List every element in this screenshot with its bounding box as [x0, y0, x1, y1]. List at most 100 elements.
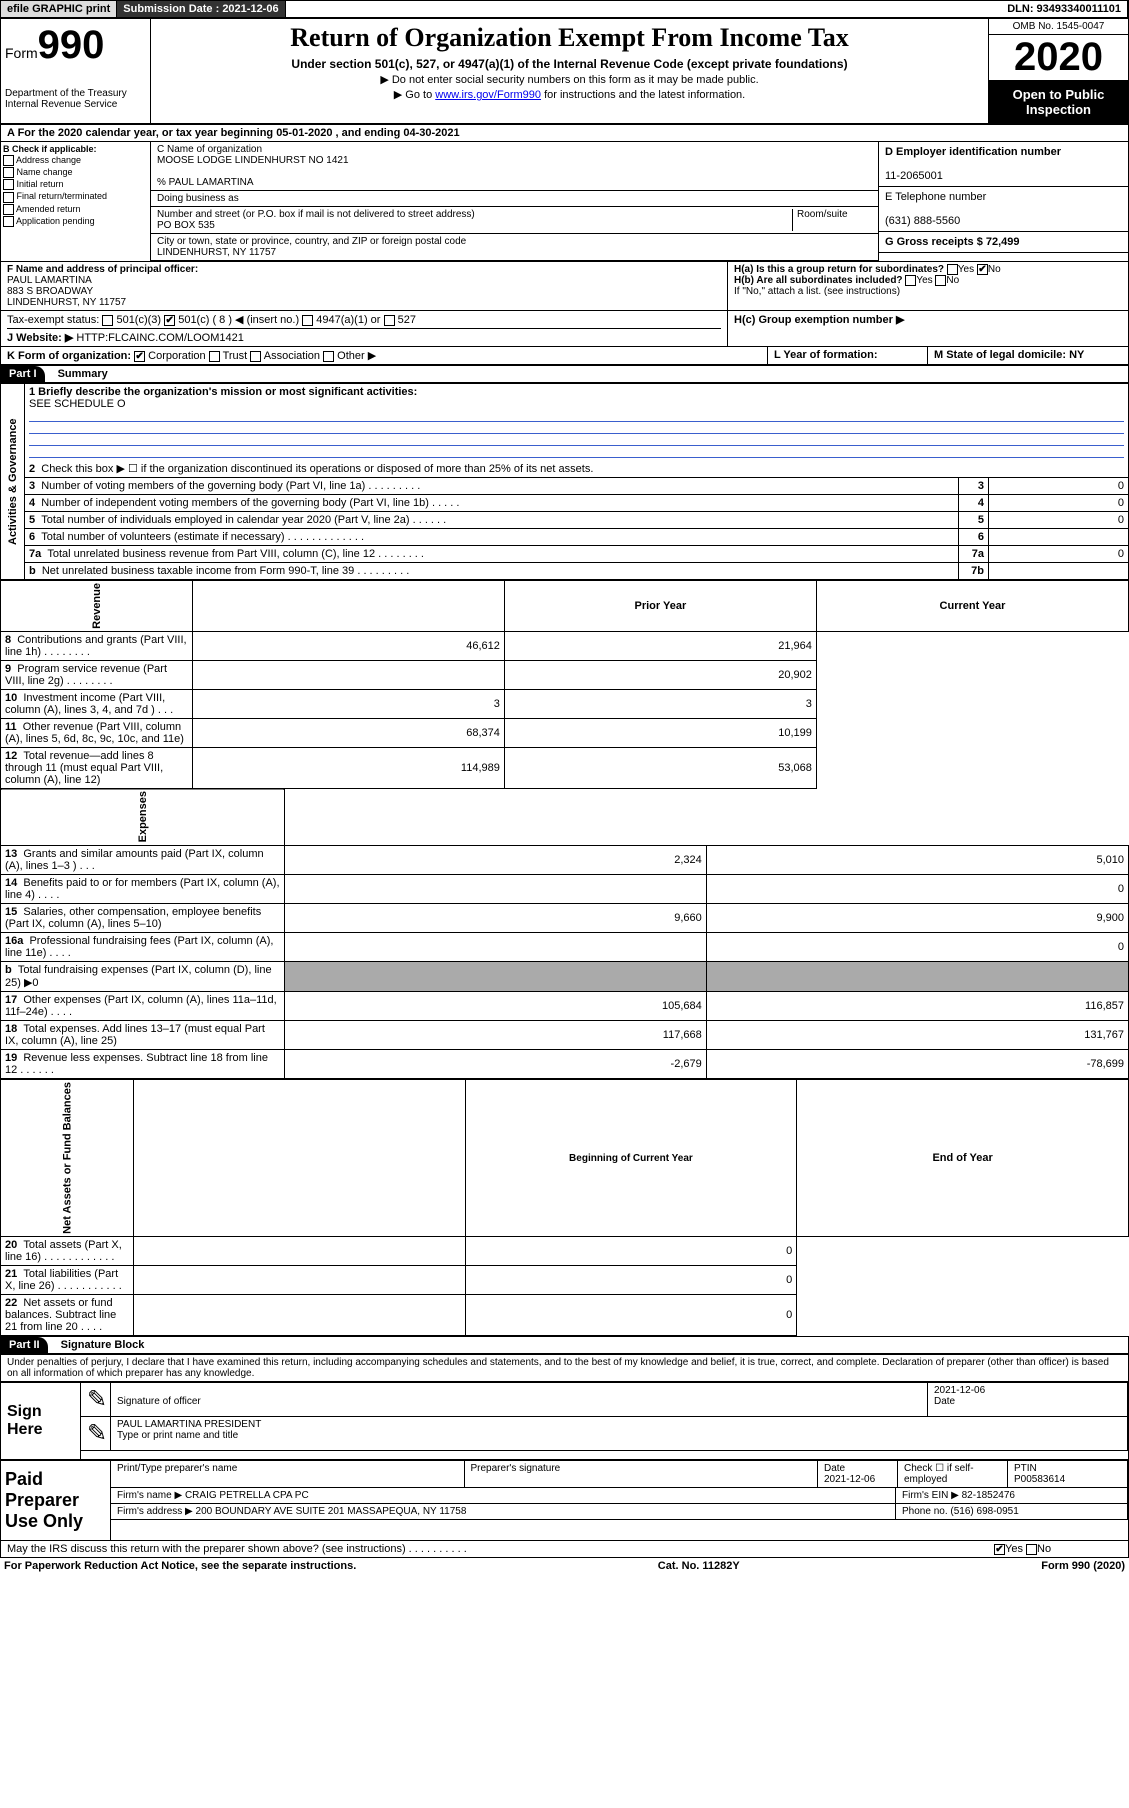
firm-addr: 200 BOUNDARY AVE SUITE 201 MASSAPEQUA, N…: [196, 1506, 467, 1517]
hdr-end: End of Year: [797, 1080, 1129, 1237]
table-row: 19 Revenue less expenses. Subtract line …: [1, 1050, 1129, 1079]
form-title: Return of Organization Exempt From Incom…: [155, 23, 984, 53]
hb-no[interactable]: [935, 275, 946, 286]
discuss-row: May the IRS discuss this return with the…: [0, 1541, 1129, 1558]
discuss-yes[interactable]: ✔: [994, 1544, 1005, 1555]
footer-mid: Cat. No. 11282Y: [658, 1560, 740, 1572]
cb-final-return[interactable]: Final return/terminated: [3, 191, 148, 202]
row-fh: F Name and address of principal officer:…: [0, 261, 1129, 311]
footer: For Paperwork Reduction Act Notice, see …: [0, 1558, 1129, 1574]
col-b-checkboxes: B Check if applicable: Address change Na…: [1, 142, 151, 261]
gross-receipts: G Gross receipts $ 72,499: [885, 236, 1020, 248]
city: LINDENHURST, NY 11757: [157, 247, 276, 258]
pen-icon: ✎: [81, 1383, 111, 1416]
care-of: % PAUL LAMARTINA: [157, 177, 254, 188]
sign-here-label: Sign Here: [1, 1383, 81, 1459]
table-row: 14 Benefits paid to or for members (Part…: [1, 875, 1129, 904]
table-row: 6 Total number of volunteers (estimate i…: [1, 529, 1129, 546]
f-label: F Name and address of principal officer:: [7, 264, 198, 275]
table-row: 10 Investment income (Part VIII, column …: [1, 689, 1129, 718]
q2-label: Check this box ▶ ☐ if the organization d…: [41, 463, 593, 475]
cb-501c[interactable]: ✔: [164, 315, 175, 326]
table-row: 15 Salaries, other compensation, employe…: [1, 904, 1129, 933]
header-left: Form990 Department of the Treasury Inter…: [1, 19, 151, 123]
pp-check[interactable]: Check ☐ if self-employed: [898, 1461, 1008, 1487]
section-bcd: B Check if applicable: Address change Na…: [0, 142, 1129, 261]
firm-addr-label: Firm's address ▶: [117, 1506, 193, 1517]
tax-status-label: Tax-exempt status:: [7, 314, 99, 326]
sig-name-label: Type or print name and title: [117, 1430, 238, 1441]
cb-corp[interactable]: ✔: [134, 351, 145, 362]
paid-preparer-label: Paid Preparer Use Only: [1, 1461, 111, 1540]
ha-no[interactable]: ✔: [977, 264, 988, 275]
sig-officer-label: Signature of officer: [117, 1396, 201, 1407]
summary-table: Activities & Governance 1 Briefly descri…: [0, 383, 1129, 580]
dept-label: Department of the Treasury Internal Reve…: [5, 88, 146, 110]
perjury-text: Under penalties of perjury, I declare th…: [0, 1354, 1129, 1382]
vert-rev: Revenue: [1, 581, 193, 632]
m-label: M State of legal domicile: NY: [934, 349, 1084, 361]
table-row: 4 Number of independent voting members o…: [1, 495, 1129, 512]
cb-501c3[interactable]: [102, 315, 113, 326]
sig-date: 2021-12-06: [934, 1385, 985, 1396]
table-row: 17 Other expenses (Part IX, column (A), …: [1, 992, 1129, 1021]
cb-trust[interactable]: [209, 351, 220, 362]
vert-ag: Activities & Governance: [1, 384, 25, 580]
part1-title: Summary: [48, 368, 108, 380]
table-row: 21 Total liabilities (Part X, line 26) .…: [1, 1266, 1129, 1295]
pp-date: 2021-12-06: [824, 1474, 875, 1485]
form-note-link: ▶ Go to www.irs.gov/Form990 for instruct…: [155, 88, 984, 101]
footer-right: Form 990 (2020): [1041, 1560, 1125, 1572]
ptin: P00583614: [1014, 1474, 1065, 1485]
sig-name: PAUL LAMARTINA PRESIDENT: [117, 1419, 261, 1430]
cb-pending[interactable]: Application pending: [3, 216, 148, 227]
hdr-current: Current Year: [816, 581, 1128, 632]
cb-initial-return[interactable]: Initial return: [3, 179, 148, 190]
dln: DLN: 93493340011101: [1001, 1, 1128, 17]
cb-4947[interactable]: [302, 315, 313, 326]
irs-link[interactable]: www.irs.gov/Form990: [435, 89, 541, 101]
row-klm: K Form of organization: ✔ Corporation Tr…: [0, 347, 1129, 365]
cb-other[interactable]: [323, 351, 334, 362]
firm-name: CRAIG PETRELLA CPA PC: [185, 1490, 309, 1501]
form-label: Form: [5, 45, 38, 61]
f-name: PAUL LAMARTINA: [7, 275, 92, 286]
q1-label: 1 Briefly describe the organization's mi…: [29, 386, 417, 398]
cb-address-change[interactable]: Address change: [3, 155, 148, 166]
col-b-label: B Check if applicable:: [3, 144, 97, 154]
cb-name-change[interactable]: Name change: [3, 167, 148, 178]
table-row: 9 Program service revenue (Part VIII, li…: [1, 660, 1129, 689]
vert-na: Net Assets or Fund Balances: [1, 1080, 134, 1237]
form-header: Form990 Department of the Treasury Inter…: [0, 18, 1129, 124]
form-note-ssn: ▶ Do not enter social security numbers o…: [155, 73, 984, 86]
table-row: 22 Net assets or fund balances. Subtract…: [1, 1295, 1129, 1336]
cb-527[interactable]: [384, 315, 395, 326]
netassets-table: Net Assets or Fund Balances Beginning of…: [0, 1079, 1129, 1336]
ha-yes[interactable]: [947, 264, 958, 275]
form-number: 990: [38, 23, 105, 67]
cb-amended[interactable]: Amended return: [3, 204, 148, 215]
pp-name-label: Print/Type preparer's name: [111, 1461, 465, 1487]
omb-number: OMB No. 1545-0047: [989, 19, 1128, 35]
phone: (516) 698-0951: [950, 1506, 1018, 1517]
l-label: L Year of formation:: [774, 349, 878, 361]
room-label: Room/suite: [792, 209, 872, 231]
tax-year: 2020: [989, 35, 1128, 81]
part2-label: Part II: [1, 1337, 48, 1353]
org-name: MOOSE LODGE LINDENHURST NO 1421: [157, 155, 349, 166]
expenses-table: Expenses 13 Grants and similar amounts p…: [0, 789, 1129, 1079]
discuss-no[interactable]: [1026, 1544, 1037, 1555]
table-row: b Net unrelated business taxable income …: [1, 563, 1129, 580]
inspection-label: Open to Public Inspection: [989, 81, 1128, 123]
hb-label: H(b) Are all subordinates included?: [734, 275, 903, 286]
header-right: OMB No. 1545-0047 2020 Open to Public In…: [988, 19, 1128, 123]
part1-header: Part I Summary: [0, 365, 1129, 383]
preparer-block: Paid Preparer Use Only Print/Type prepar…: [0, 1460, 1129, 1541]
cb-assoc[interactable]: [250, 351, 261, 362]
table-row: 11 Other revenue (Part VIII, column (A),…: [1, 718, 1129, 747]
efile-button[interactable]: efile GRAPHIC print: [1, 1, 117, 17]
k-label: K Form of organization:: [7, 350, 131, 362]
col-c-org-info: C Name of organizationMOOSE LODGE LINDEN…: [151, 142, 878, 261]
part2-title: Signature Block: [51, 1339, 145, 1351]
hb-yes[interactable]: [905, 275, 916, 286]
